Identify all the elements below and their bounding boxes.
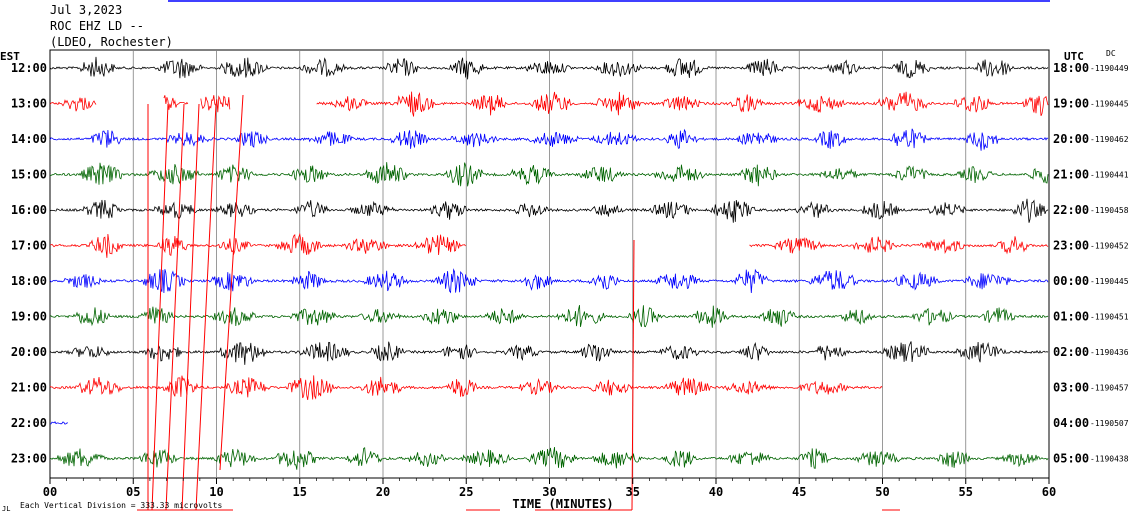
tick-label-35: 35	[626, 485, 640, 499]
tick-label-40: 40	[709, 485, 723, 499]
spike-artifact-6	[631, 239, 635, 511]
x-axis-label: TIME (MINUTES)	[512, 497, 613, 511]
est-hour-label: 12:00	[11, 61, 47, 75]
dc-offset-label: -1190458	[1090, 206, 1129, 215]
est-hour-label: 21:00	[11, 381, 47, 395]
utc-hour-label: 02:00	[1053, 345, 1089, 359]
utc-hour-label: 23:00	[1053, 239, 1089, 253]
dc-offset-label: -1190436	[1090, 348, 1129, 357]
trace-artifacts	[147, 94, 635, 511]
trace-1300	[49, 91, 1049, 117]
est-hour-label: 18:00	[11, 274, 47, 288]
est-hour-label: 23:00	[11, 452, 47, 466]
utc-label: UTC	[1064, 50, 1084, 63]
dc-offset-label: -1190452	[1090, 242, 1129, 251]
dc-label: DC	[1106, 49, 1116, 58]
header: Jul 3,2023 ROC EHZ LD -- (LDEO, Rocheste…	[50, 2, 173, 50]
tick-label-05: 05	[126, 485, 140, 499]
utc-hour-label: 05:00	[1053, 452, 1089, 466]
utc-hour-label: 21:00	[1053, 168, 1089, 182]
tick-label-60: 60	[1042, 485, 1056, 499]
utc-hour-label: 03:00	[1053, 381, 1089, 395]
est-hour-label: 19:00	[11, 310, 47, 324]
dc-offset-label: -1190449	[1090, 64, 1129, 73]
trace-1700	[49, 232, 1049, 258]
est-hour-label: 22:00	[11, 416, 47, 430]
spike-artifact-1	[151, 103, 169, 511]
trace-1500	[50, 162, 1049, 187]
est-hour-label: 15:00	[11, 168, 47, 182]
network-label: (LDEO, Rochester)	[50, 35, 173, 49]
trace-2000	[49, 341, 1049, 365]
date-label: Jul 3,2023	[50, 3, 123, 17]
utc-hour-label: 20:00	[1053, 132, 1089, 146]
trace-1600	[49, 198, 1049, 223]
tick-label-15: 15	[293, 485, 307, 499]
est-hour-label: 14:00	[11, 132, 47, 146]
tick-label-10: 10	[209, 485, 223, 499]
tick-label-50: 50	[875, 485, 889, 499]
est-hour-label: 17:00	[11, 239, 47, 253]
spike-artifact-4	[195, 103, 217, 511]
est-hour-label: 16:00	[11, 203, 47, 217]
spike-artifact-3	[181, 103, 200, 511]
scale-note: Each Vertical Division = 333.33 microvol…	[20, 501, 222, 510]
trace-1400	[49, 128, 1049, 151]
utc-hour-label: 19:00	[1053, 97, 1089, 111]
seismic-traces	[49, 56, 1049, 470]
est-label: EST	[0, 50, 20, 63]
tick-label-25: 25	[459, 485, 473, 499]
tick-label-55: 55	[959, 485, 973, 499]
utc-hour-label: 22:00	[1053, 203, 1089, 217]
dc-offset-label: -1190445	[1090, 100, 1129, 109]
dc-offset-label: -1190462	[1090, 135, 1129, 144]
dc-offset-label: -1190451	[1090, 313, 1129, 322]
utc-hour-label: 00:00	[1053, 274, 1089, 288]
trace-2300	[49, 446, 1049, 470]
station-label: ROC EHZ LD --	[50, 19, 144, 33]
utc-hour-label: 04:00	[1053, 416, 1089, 430]
x-axis-ticks: 00 05 10 15 20 25 30 35 40 45 50 55 60	[43, 478, 1056, 499]
dc-offset-label: -1190507	[1090, 419, 1129, 428]
est-hour-label: 20:00	[11, 345, 47, 359]
utc-hour-label: 18:00	[1053, 61, 1089, 75]
tick-label-00: 00	[43, 485, 57, 499]
spike-artifact-2	[165, 103, 185, 511]
trace-2200	[49, 421, 68, 425]
spike-artifact-5	[219, 94, 244, 471]
tick-label-45: 45	[792, 485, 806, 499]
est-hour-label: 13:00	[11, 97, 47, 111]
utc-hour-label: 01:00	[1053, 310, 1089, 324]
dc-offset-label: -1190445	[1090, 277, 1129, 286]
trace-1900	[49, 305, 1049, 328]
tick-label-20: 20	[376, 485, 390, 499]
time-gridlines	[132, 50, 967, 478]
corner-mark: JL	[2, 505, 10, 513]
dc-offset-label: -1190438	[1090, 455, 1129, 464]
trace-1200	[49, 56, 1049, 80]
tick-label-30: 30	[542, 485, 556, 499]
dc-offset-label: -1190441	[1090, 171, 1129, 180]
trace-2100	[49, 375, 883, 400]
dc-offset-label: -1190457	[1090, 384, 1129, 393]
trace-1800	[49, 268, 1049, 294]
